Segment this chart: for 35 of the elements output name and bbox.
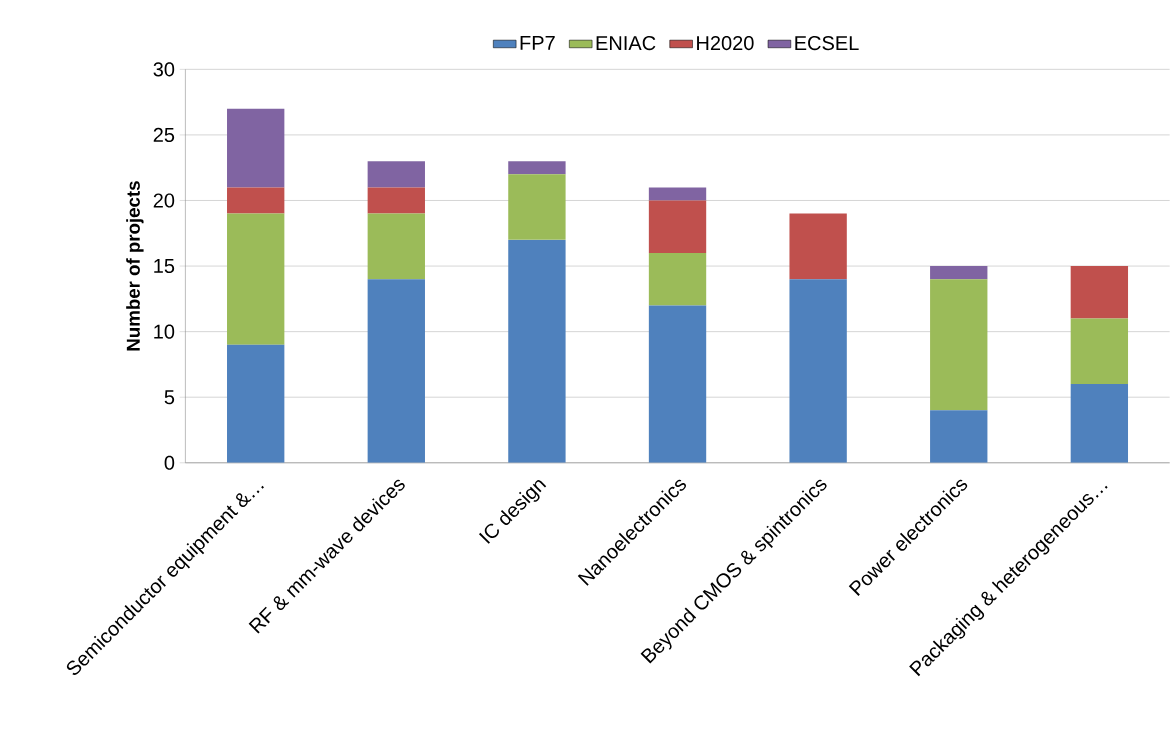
bar [227,187,285,214]
y-tick-label: 0 [164,455,175,471]
bar [930,266,988,280]
y-axis-title: Number of projects [126,181,144,351]
bar [1070,384,1129,464]
bar [789,213,847,280]
bar [648,200,707,254]
bar [1070,266,1129,319]
bar [367,213,425,280]
legend-label: ENIAC [596,36,656,51]
bar [1070,318,1129,385]
y-tick-label: 15 [154,259,175,274]
bar [367,187,425,214]
legend-label: FP7 [520,36,555,51]
bar [367,161,425,188]
bar [367,279,425,464]
bar [930,410,988,464]
bar [789,279,847,464]
bar [648,305,707,464]
bar [508,161,566,175]
bar [930,279,988,411]
legend-label: H2020 [697,36,754,51]
y-tick-label: 20 [153,193,175,208]
y-tick-label: 5 [164,390,175,405]
bar [508,240,566,464]
bar [227,213,285,345]
y-tick-label: 10 [154,324,175,339]
y-tick-label: 25 [153,128,175,143]
bar [508,174,566,241]
legend-label: ECSEL [795,36,859,51]
y-tick-label: 30 [153,62,175,77]
bar [227,344,285,464]
bar [648,187,707,201]
bar [227,108,285,188]
bar [648,253,707,306]
